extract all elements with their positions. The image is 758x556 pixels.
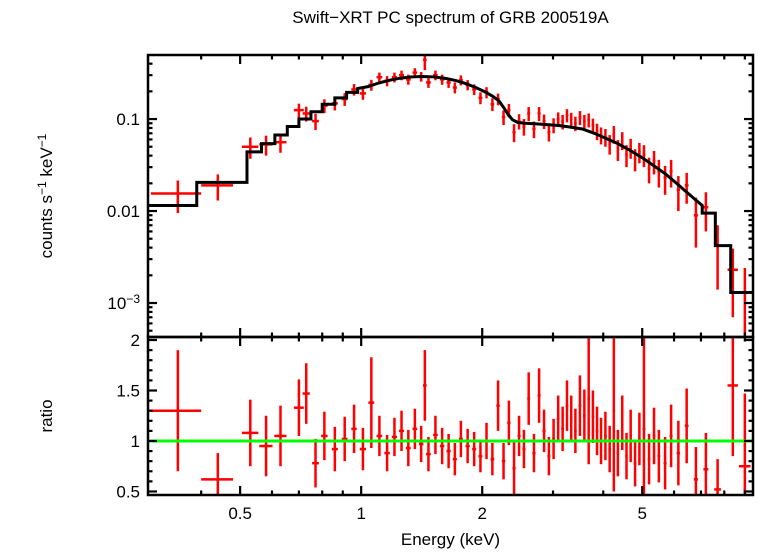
- model-curve: [148, 75, 753, 295]
- svg-text:0.5: 0.5: [116, 482, 140, 501]
- svg-text:10−3: 10−3: [107, 292, 140, 313]
- svg-text:1: 1: [356, 504, 365, 523]
- svg-text:0.1: 0.1: [116, 110, 140, 129]
- spectrum-frame: [146, 53, 755, 339]
- svg-text:5: 5: [637, 504, 646, 523]
- spectrum-panel: 0.1 0.01 10−3 counts s−1 keV−1: [35, 53, 755, 339]
- svg-text:1: 1: [131, 432, 140, 451]
- x-axis-label: Energy (keV): [400, 530, 501, 549]
- y-axis-label-ratio: ratio: [37, 399, 56, 432]
- svg-text:2: 2: [477, 504, 486, 523]
- svg-text:2: 2: [131, 331, 140, 350]
- svg-text:0.5: 0.5: [228, 504, 252, 523]
- svg-text:0.01: 0.01: [107, 202, 140, 221]
- ratio-frame: [146, 335, 755, 497]
- y-axis-label-spectrum: counts s−1 keV−1: [35, 133, 56, 258]
- svg-text:1.5: 1.5: [116, 382, 140, 401]
- spectrum-tick-labels: 0.1 0.01 10−3: [107, 110, 140, 313]
- plot-title: Swift−XRT PC spectrum of GRB 200519A: [292, 8, 609, 27]
- spectrum-axis-ticks: [148, 55, 753, 337]
- spectrum-data-points: [150, 55, 751, 337]
- ratio-axis-ticks: [148, 337, 753, 495]
- ratio-panel: 0.5 1 1.5 2 0.5 1 2 5 ratio: [37, 331, 755, 523]
- ratio-data-points: [150, 337, 751, 495]
- ratio-tick-labels: 0.5 1 1.5 2 0.5 1 2 5: [116, 331, 647, 523]
